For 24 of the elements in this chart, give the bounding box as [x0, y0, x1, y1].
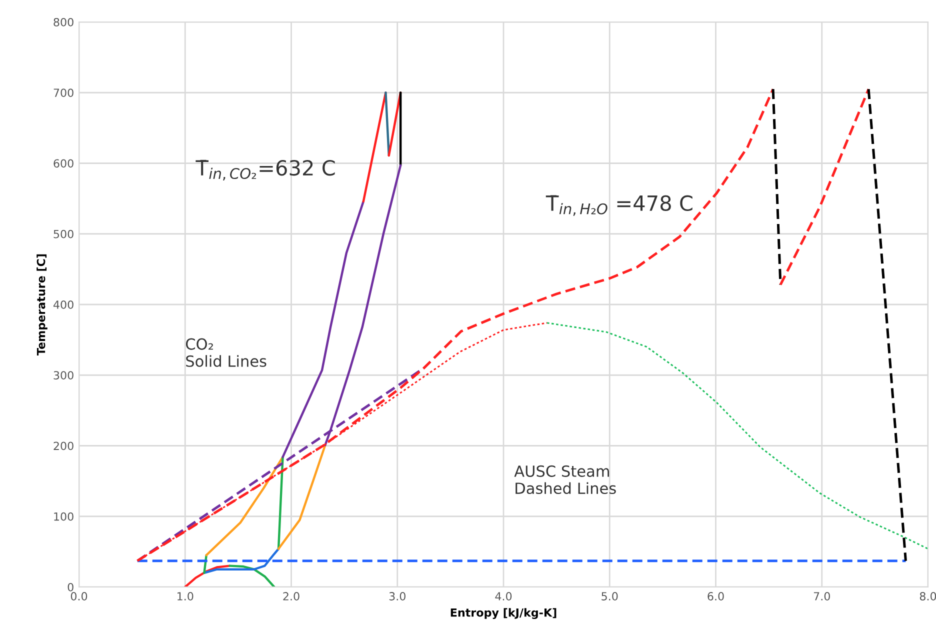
annotation: AUSC Steam Dashed Lines [514, 465, 616, 494]
x-tick-label: 0.0 [70, 592, 88, 600]
y-tick-label: 0 [68, 582, 74, 592]
annotation: T̄$_{in,CO₂}$=632 C [196, 160, 335, 181]
y-axis-title: Temperature [C] [36, 254, 48, 356]
y-tick-label: 800 [54, 18, 74, 26]
x-axis-title: Entropy [kJ/kg-K] [450, 608, 556, 620]
x-tick-label: 6.0 [708, 592, 724, 600]
y-tick-label: 600 [54, 159, 74, 168]
x-tick-label: 5.0 [602, 592, 618, 600]
y-tick-label: 200 [54, 442, 74, 450]
annotation: CO₂ Solid Lines [186, 338, 266, 367]
y-tick-label: 400 [53, 300, 74, 309]
x-tick-label: 2.0 [283, 592, 300, 600]
x-tick-label: 7.0 [814, 592, 830, 600]
y-tick-label: 300 [54, 371, 74, 380]
y-tick-label: 100 [54, 512, 74, 521]
x-tick-label: 8.0 [920, 592, 936, 600]
x-tick-label: 1.0 [178, 592, 194, 600]
x-tick-label: 3.0 [389, 592, 406, 600]
annotation: T̄$_{in,H₂O}$ =478 C [546, 195, 692, 216]
x-tick-label: 4.0 [495, 592, 512, 600]
y-tick-label: 500 [54, 230, 74, 238]
y-tick-label: 700 [54, 88, 74, 98]
